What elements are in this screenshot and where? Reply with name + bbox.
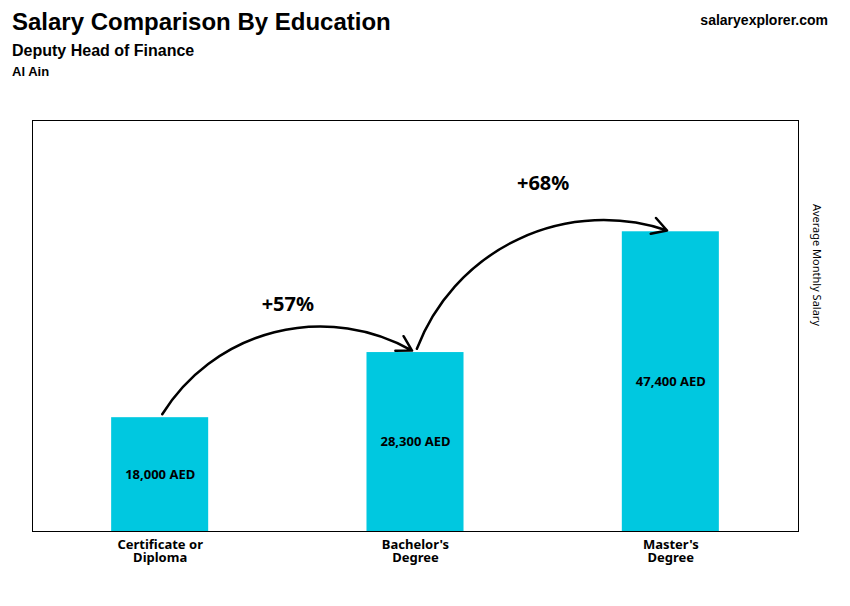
html-text:Salary Comparison By Education: Salary Comparison By Education [12,8,391,35]
svg-text:28,300 AED: 28,300 AED [380,432,450,450]
svg-text:47,400 AED: 47,400 AED [636,372,706,390]
html-text:Deputy Head of Finance: Deputy Head of Finance [12,42,195,59]
svg-text:Bachelor'sDegree: Bachelor'sDegree [382,535,449,566]
svg-text:Average Monthly Salary: Average Monthly Salary [810,204,825,326]
svg-text:+57%: +57% [262,290,314,317]
svg-text:Master'sDegree: Master'sDegree [643,535,699,566]
html-text:salaryexplorer.com: salaryexplorer.com [700,12,828,28]
svg-text:+68%: +68% [517,169,569,196]
html-text:Al Ain: Al Ain [12,64,50,79]
svg-text:Certificate orDiploma: Certificate orDiploma [117,535,203,566]
svg-text:18,000 AED: 18,000 AED [125,465,195,483]
